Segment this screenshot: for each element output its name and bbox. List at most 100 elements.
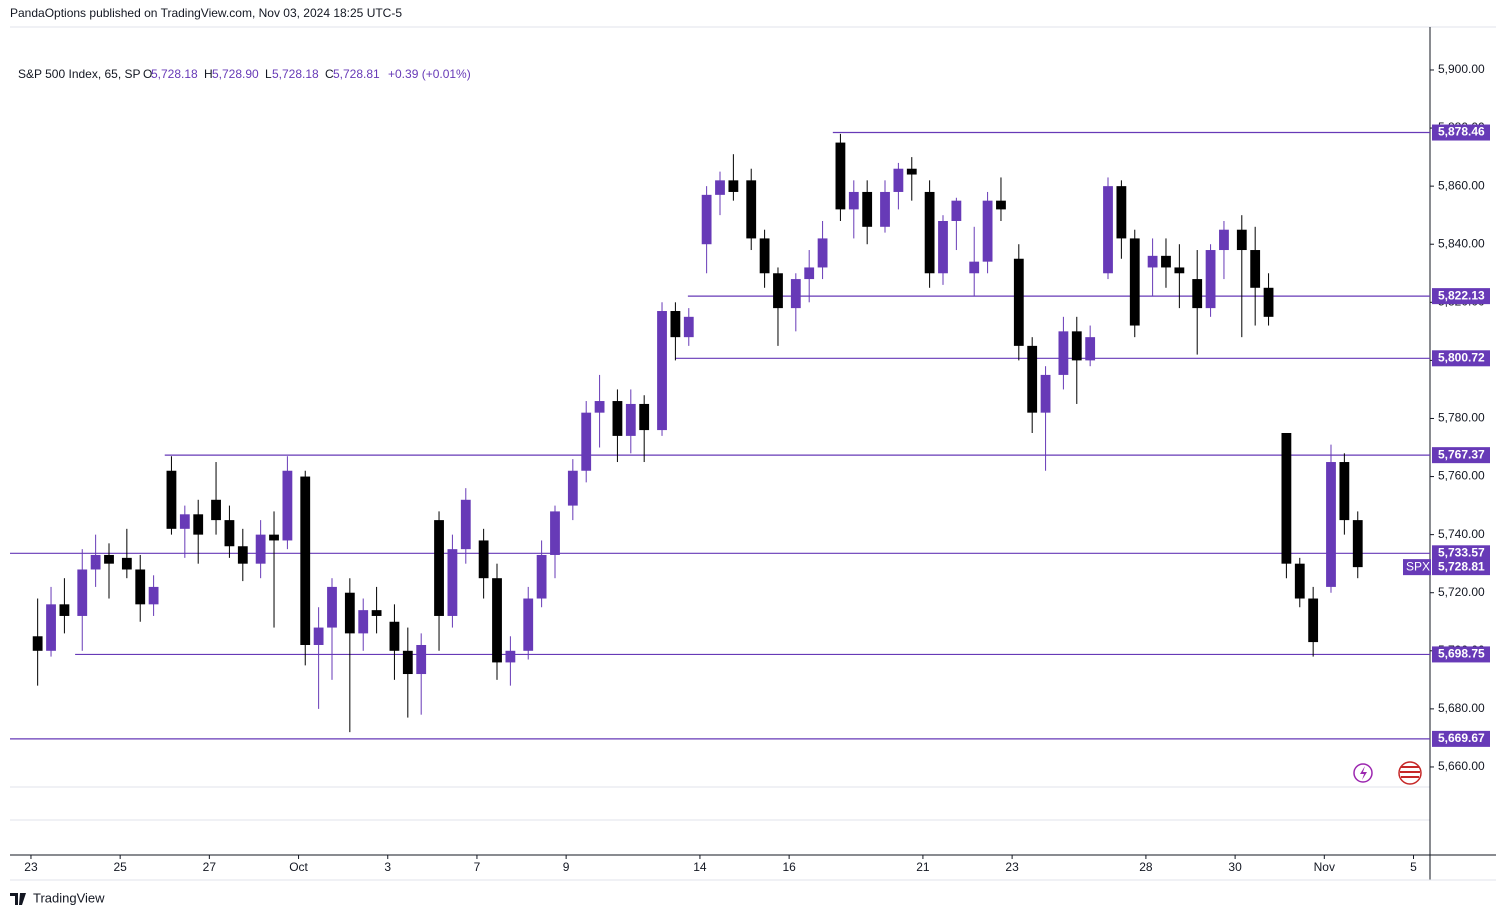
candle-body bbox=[237, 546, 248, 564]
candle-body bbox=[996, 200, 1006, 210]
candle-body bbox=[492, 578, 502, 663]
candle-body bbox=[179, 514, 190, 529]
candle-body bbox=[193, 514, 204, 535]
logo bbox=[10, 893, 26, 905]
level-label-box bbox=[1432, 730, 1490, 747]
footer-text: TradingView bbox=[33, 890, 105, 905]
candle-body bbox=[282, 470, 293, 541]
candle-body bbox=[683, 316, 694, 338]
candle-body bbox=[327, 586, 337, 628]
candle-body bbox=[269, 534, 279, 541]
candle-body bbox=[880, 191, 890, 227]
legend: S&P 500 Index, 65, SP O 5,728.18 H 5,728… bbox=[18, 67, 471, 81]
candle-body bbox=[701, 194, 712, 245]
candle-body bbox=[938, 220, 948, 274]
candle-body bbox=[523, 598, 534, 651]
icon bbox=[1360, 766, 1367, 780]
x-tick-label: 14 bbox=[693, 860, 707, 874]
y-tick-label: 5,720.00 bbox=[1438, 585, 1485, 599]
price-label-box bbox=[1432, 559, 1490, 576]
legend-value: 5,728.18 bbox=[151, 67, 198, 81]
candle-body bbox=[1161, 255, 1171, 268]
candle-body bbox=[746, 180, 757, 239]
candle-body bbox=[1129, 238, 1140, 326]
x-tick-label: 9 bbox=[563, 860, 570, 874]
candle-body bbox=[90, 554, 101, 570]
candle-body bbox=[1013, 258, 1024, 346]
candle-body bbox=[550, 511, 560, 555]
x-tick-label: 5 bbox=[1410, 860, 1417, 874]
candle-body bbox=[389, 621, 400, 651]
candle-body bbox=[121, 557, 132, 570]
footer: TradingView bbox=[10, 890, 105, 905]
level-label-box bbox=[1432, 124, 1490, 141]
legend-key: O bbox=[143, 67, 152, 81]
candle-body bbox=[1326, 462, 1336, 587]
price-tag-box bbox=[1403, 559, 1431, 576]
candle-body bbox=[893, 168, 904, 192]
icon bbox=[1401, 766, 1419, 768]
level-label-box bbox=[1432, 447, 1490, 464]
candle-body bbox=[773, 273, 783, 309]
candle-body bbox=[300, 476, 311, 645]
level-label: 5,733.57 bbox=[1438, 545, 1485, 559]
level-label-box bbox=[1432, 545, 1490, 562]
candle-body bbox=[969, 261, 980, 274]
candle-body bbox=[906, 168, 917, 175]
levels: 5,878.46 5,822.13 5,800.72 5,767.37 5,733.57… bbox=[10, 124, 1490, 747]
candle-body bbox=[924, 191, 935, 274]
candle-body bbox=[759, 238, 770, 274]
candle-body bbox=[478, 540, 489, 579]
icon bbox=[1353, 763, 1373, 783]
y-tick-label: 5,900.00 bbox=[1438, 62, 1485, 76]
level-label-box bbox=[1432, 350, 1490, 367]
x-tick-label: 25 bbox=[113, 860, 127, 874]
x-tick-label: 27 bbox=[203, 860, 217, 874]
candle-body bbox=[1263, 287, 1274, 317]
candle-body bbox=[135, 569, 146, 605]
candle-body bbox=[670, 311, 681, 338]
level-label-box bbox=[1432, 646, 1490, 663]
candle-body bbox=[951, 200, 962, 221]
x-tick-label: 7 bbox=[474, 860, 481, 874]
y-tick-label: 5,760.00 bbox=[1438, 469, 1485, 483]
legend-value: 5,728.81 bbox=[333, 67, 380, 81]
x-tick-label: 23 bbox=[24, 860, 38, 874]
candle-body bbox=[1116, 186, 1127, 239]
level-label: 5,800.72 bbox=[1438, 350, 1485, 364]
candle-body bbox=[505, 650, 516, 663]
candle-body bbox=[1071, 331, 1082, 361]
candle-body bbox=[358, 610, 369, 634]
legend-key: C bbox=[325, 67, 334, 81]
header: PandaOptions published on TradingView.co… bbox=[10, 6, 402, 20]
candle-body bbox=[148, 586, 159, 605]
candle-body bbox=[255, 534, 266, 564]
candle-body bbox=[1352, 520, 1363, 568]
candle-body bbox=[1040, 374, 1051, 413]
y-tick-label: 5,840.00 bbox=[1438, 236, 1485, 250]
legend-change: +0.39 (+0.01%) bbox=[388, 67, 471, 81]
candle-body bbox=[77, 569, 88, 616]
candle-body bbox=[1147, 255, 1158, 268]
candle-body bbox=[1192, 279, 1203, 309]
x-tick-label: 21 bbox=[916, 860, 930, 874]
icon bbox=[1401, 776, 1419, 778]
candle-body bbox=[1085, 337, 1096, 361]
candle-body bbox=[715, 180, 725, 195]
candle-body bbox=[460, 499, 471, 550]
x-tick-label: 3 bbox=[384, 860, 391, 874]
candle-body bbox=[211, 499, 221, 521]
candle-body bbox=[313, 627, 324, 645]
candle-body bbox=[581, 412, 592, 471]
candle-body bbox=[982, 200, 993, 262]
legend-key: L bbox=[265, 67, 272, 81]
candle-body bbox=[862, 191, 873, 227]
candle-body bbox=[612, 401, 623, 436]
candle-body bbox=[416, 644, 427, 675]
candle-body bbox=[790, 279, 801, 309]
x-tick-label: 30 bbox=[1228, 860, 1242, 874]
price-tag: SPX bbox=[1406, 559, 1430, 573]
level-label-box bbox=[1432, 288, 1490, 305]
y-tick-label: 5,860.00 bbox=[1438, 178, 1485, 192]
